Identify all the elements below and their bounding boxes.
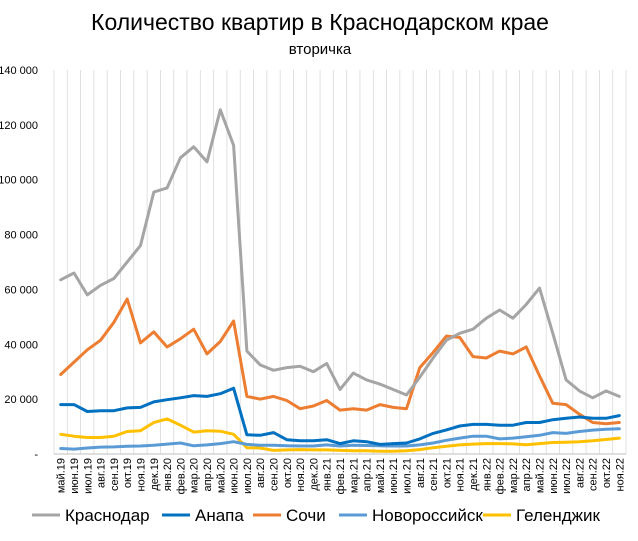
x-tick-label: мар.22 (508, 458, 520, 493)
x-tick-label: янв.21 (322, 458, 334, 491)
x-tick-label: сен.22 (588, 458, 600, 491)
x-tick-label: дек.20 (308, 458, 320, 491)
x-tick-label: авг.21 (415, 458, 427, 488)
x-tick-label: май.20 (215, 458, 227, 493)
x-tick-label: июл.19 (82, 458, 94, 494)
series-line-Сочи (59, 297, 621, 426)
chart-subtitle: вторичка (289, 41, 352, 58)
x-tick-labels: май.19 июн.19 июл.19 авг.19 сен.19 окт.19 ноя.… (56, 458, 627, 494)
x-tick-label: сен.21 (428, 458, 440, 491)
x-tick-label: дек.19 (149, 458, 161, 491)
gridlines (53, 70, 627, 454)
legend-label: Геленджик (516, 506, 601, 525)
x-tick-label: июн.21 (388, 458, 400, 494)
x-tick-label: сен.20 (268, 458, 280, 491)
legend-label: Краснодар (65, 506, 150, 525)
x-tick-label: апр.22 (521, 458, 533, 491)
x-tick-label: июн.20 (229, 458, 241, 494)
x-tick-label: июн.19 (69, 458, 81, 494)
x-tick-label: фев.22 (495, 458, 507, 494)
x-tick-label: янв.22 (481, 458, 493, 491)
x-tick-label: ноя.19 (135, 458, 147, 491)
x-tick-label: июл.22 (561, 458, 573, 494)
series-line-Анапа (59, 386, 621, 446)
x-tick-label: фев.20 (175, 458, 187, 494)
series-line-Краснодар (59, 108, 621, 400)
x-tick-label: авг.22 (574, 458, 586, 488)
x-tick-label: мар.20 (189, 458, 201, 493)
x-tick-label: май.19 (56, 458, 68, 493)
x-tick-label: ноя.20 (295, 458, 307, 491)
x-tick-label: окт.22 (601, 458, 613, 488)
y-tick-label: - (34, 449, 38, 461)
legend-label: Анапа (195, 506, 244, 525)
y-tick-labels: - 20 000 40 000 60 000 80 000 100 000 120 000 1… (0, 65, 38, 461)
legend-label: Сочи (286, 506, 326, 525)
x-tick-label: апр.20 (202, 458, 214, 491)
x-tick-label: май.22 (535, 458, 547, 493)
series-lines (59, 108, 621, 453)
y-tick-label: 40 000 (4, 339, 38, 351)
legend-label: Новороссийск (372, 506, 483, 525)
series-line-Новороссийск (59, 427, 621, 451)
x-tick-label: окт.21 (441, 458, 453, 488)
y-tick-label: 120 000 (0, 120, 38, 132)
x-tick-label: авг.20 (255, 458, 267, 488)
x-tick-label: июл.20 (242, 458, 254, 494)
x-tick-label: окт.20 (282, 458, 294, 488)
x-tick-label: ноя.22 (614, 458, 626, 491)
chart-title: Количество квартир в Краснодарском крае (91, 9, 549, 35)
y-tick-label: 100 000 (0, 175, 38, 187)
y-tick-label: 20 000 (4, 394, 38, 406)
series-line-Геленджик (59, 417, 621, 453)
x-tick-label: ноя.21 (455, 458, 467, 491)
x-tick-label: сен.19 (109, 458, 121, 491)
y-tick-label: 140 000 (0, 65, 38, 77)
x-tick-label: янв.20 (162, 458, 174, 491)
y-tick-label: 60 000 (4, 284, 38, 296)
legend: Краснодар Анапа Сочи Новороссийск Геленджик (32, 506, 601, 525)
x-tick-label: дек.21 (468, 458, 480, 491)
x-tick-label: апр.21 (362, 458, 374, 491)
x-tick-label: июн.22 (548, 458, 560, 494)
x-tick-label: окт.19 (122, 458, 134, 488)
y-tick-label: 80 000 (4, 230, 38, 242)
x-tick-label: мар.21 (348, 458, 360, 493)
x-tick-label: май.21 (375, 458, 387, 493)
x-tick-label: авг.19 (96, 458, 108, 488)
x-tick-label: июл.21 (402, 458, 414, 494)
x-tick-label: фев.21 (335, 458, 347, 494)
